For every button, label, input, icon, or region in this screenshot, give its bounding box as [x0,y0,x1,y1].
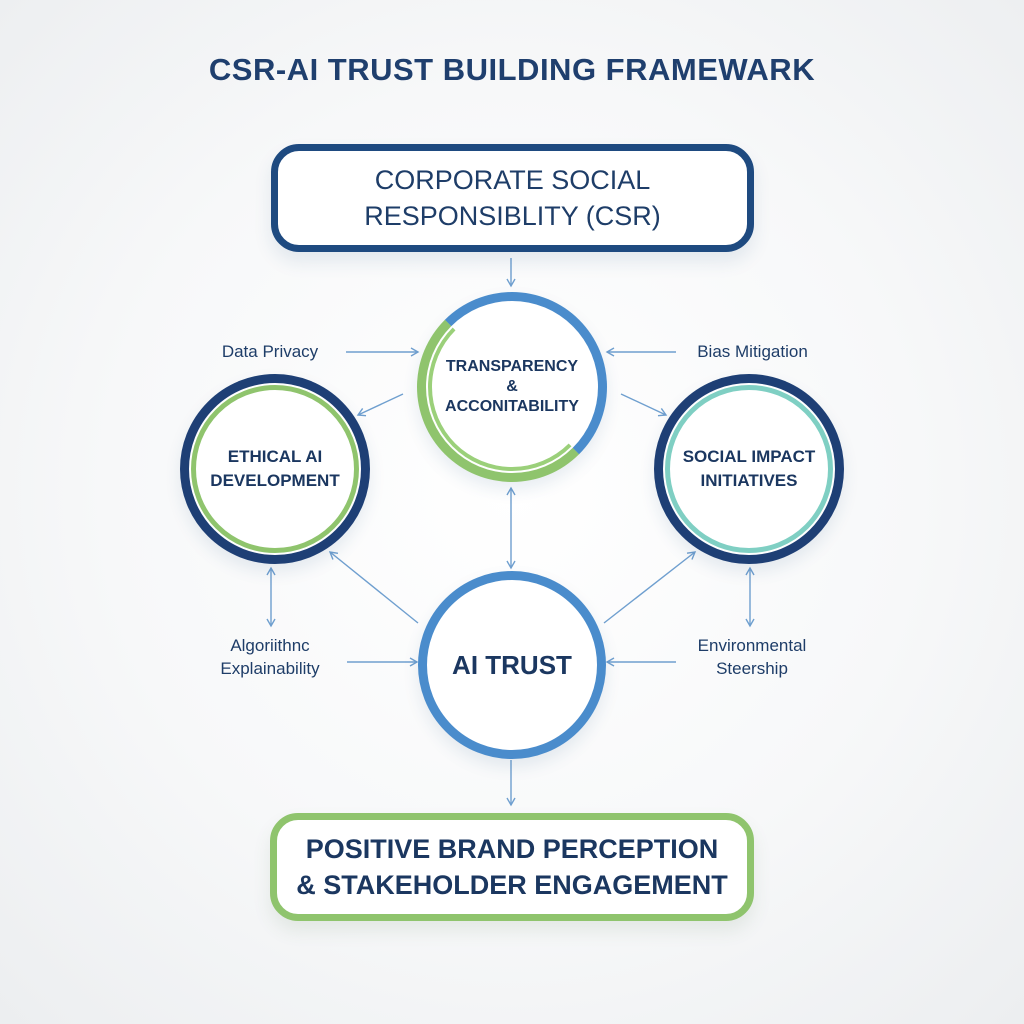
social-impact-text: SOCIAL IMPACT INITIATIVES [683,445,816,493]
outcome-box-text: POSITIVE BRAND PERCEPTION & STAKEHOLDER … [296,831,728,903]
ethical-ai-circle: ETHICAL AI DEVELOPMENT [180,374,370,564]
transparency-line-3: ACCONITABILITY [445,398,579,415]
page-title: CSR-AI TRUST BUILDING FRAMEWARK [208,52,816,87]
outcome-box: POSITIVE BRAND PERCEPTION & STAKEHOLDER … [270,813,754,921]
label-algo-line-2: Explainability [220,659,320,678]
social-impact-line-2: INITIATIVES [700,471,798,490]
label-environmental-stewardship: Environmental Steership [682,634,822,680]
label-algorithmic-explainability: Algoriithnc Explainability [200,634,340,680]
ethical-ai-line-1: ETHICAL AI [227,447,323,466]
ethical-ai-text: ETHICAL AI DEVELOPMENT [210,445,339,493]
transparency-ring [428,303,596,471]
arrow-trust-to-ethical [328,551,419,624]
arrow-trust-to-social [603,551,697,624]
csr-line-2: RESPONSIBLITY (CSR) [364,201,661,231]
ethical-ai-ring [191,385,359,553]
label-data-privacy: Data Privacy [221,342,319,361]
label-bias-mitigation: Bias Mitigation [697,342,808,361]
social-impact-circle: SOCIAL IMPACT INITIATIVES [654,374,844,564]
csr-box-text: CORPORATE SOCIAL RESPONSIBLITY (CSR) [364,162,661,234]
outcome-line-2: & STAKEHOLDER ENGAGEMENT [296,870,728,900]
transparency-line-2: & [506,378,518,395]
social-impact-ring [665,385,833,553]
social-impact-line-1: SOCIAL IMPACT [682,447,816,466]
ai-trust-circle: AI TRUST [418,571,606,759]
arrow-transparency-to-ethical [356,393,404,417]
label-env-line-1: Environmental [697,636,807,655]
transparency-circle: TRANSPARENCY & ACCONITABILITY [417,292,607,482]
label-algo-line-1: Algoriithnc [230,636,310,655]
transparency-line-1: TRANSPARENCY [445,358,579,375]
csr-box: CORPORATE SOCIAL RESPONSIBLITY (CSR) [271,144,754,252]
ethical-ai-line-2: DEVELOPMENT [210,471,340,490]
csr-line-1: CORPORATE SOCIAL [374,165,651,195]
ai-trust-text: AI TRUST [452,650,572,680]
transparency-text: TRANSPARENCY & ACCONITABILITY [445,357,579,417]
arrow-transparency-to-social [620,393,668,417]
outcome-line-1: POSITIVE BRAND PERCEPTION [305,834,719,864]
label-env-line-2: Steership [716,659,788,678]
